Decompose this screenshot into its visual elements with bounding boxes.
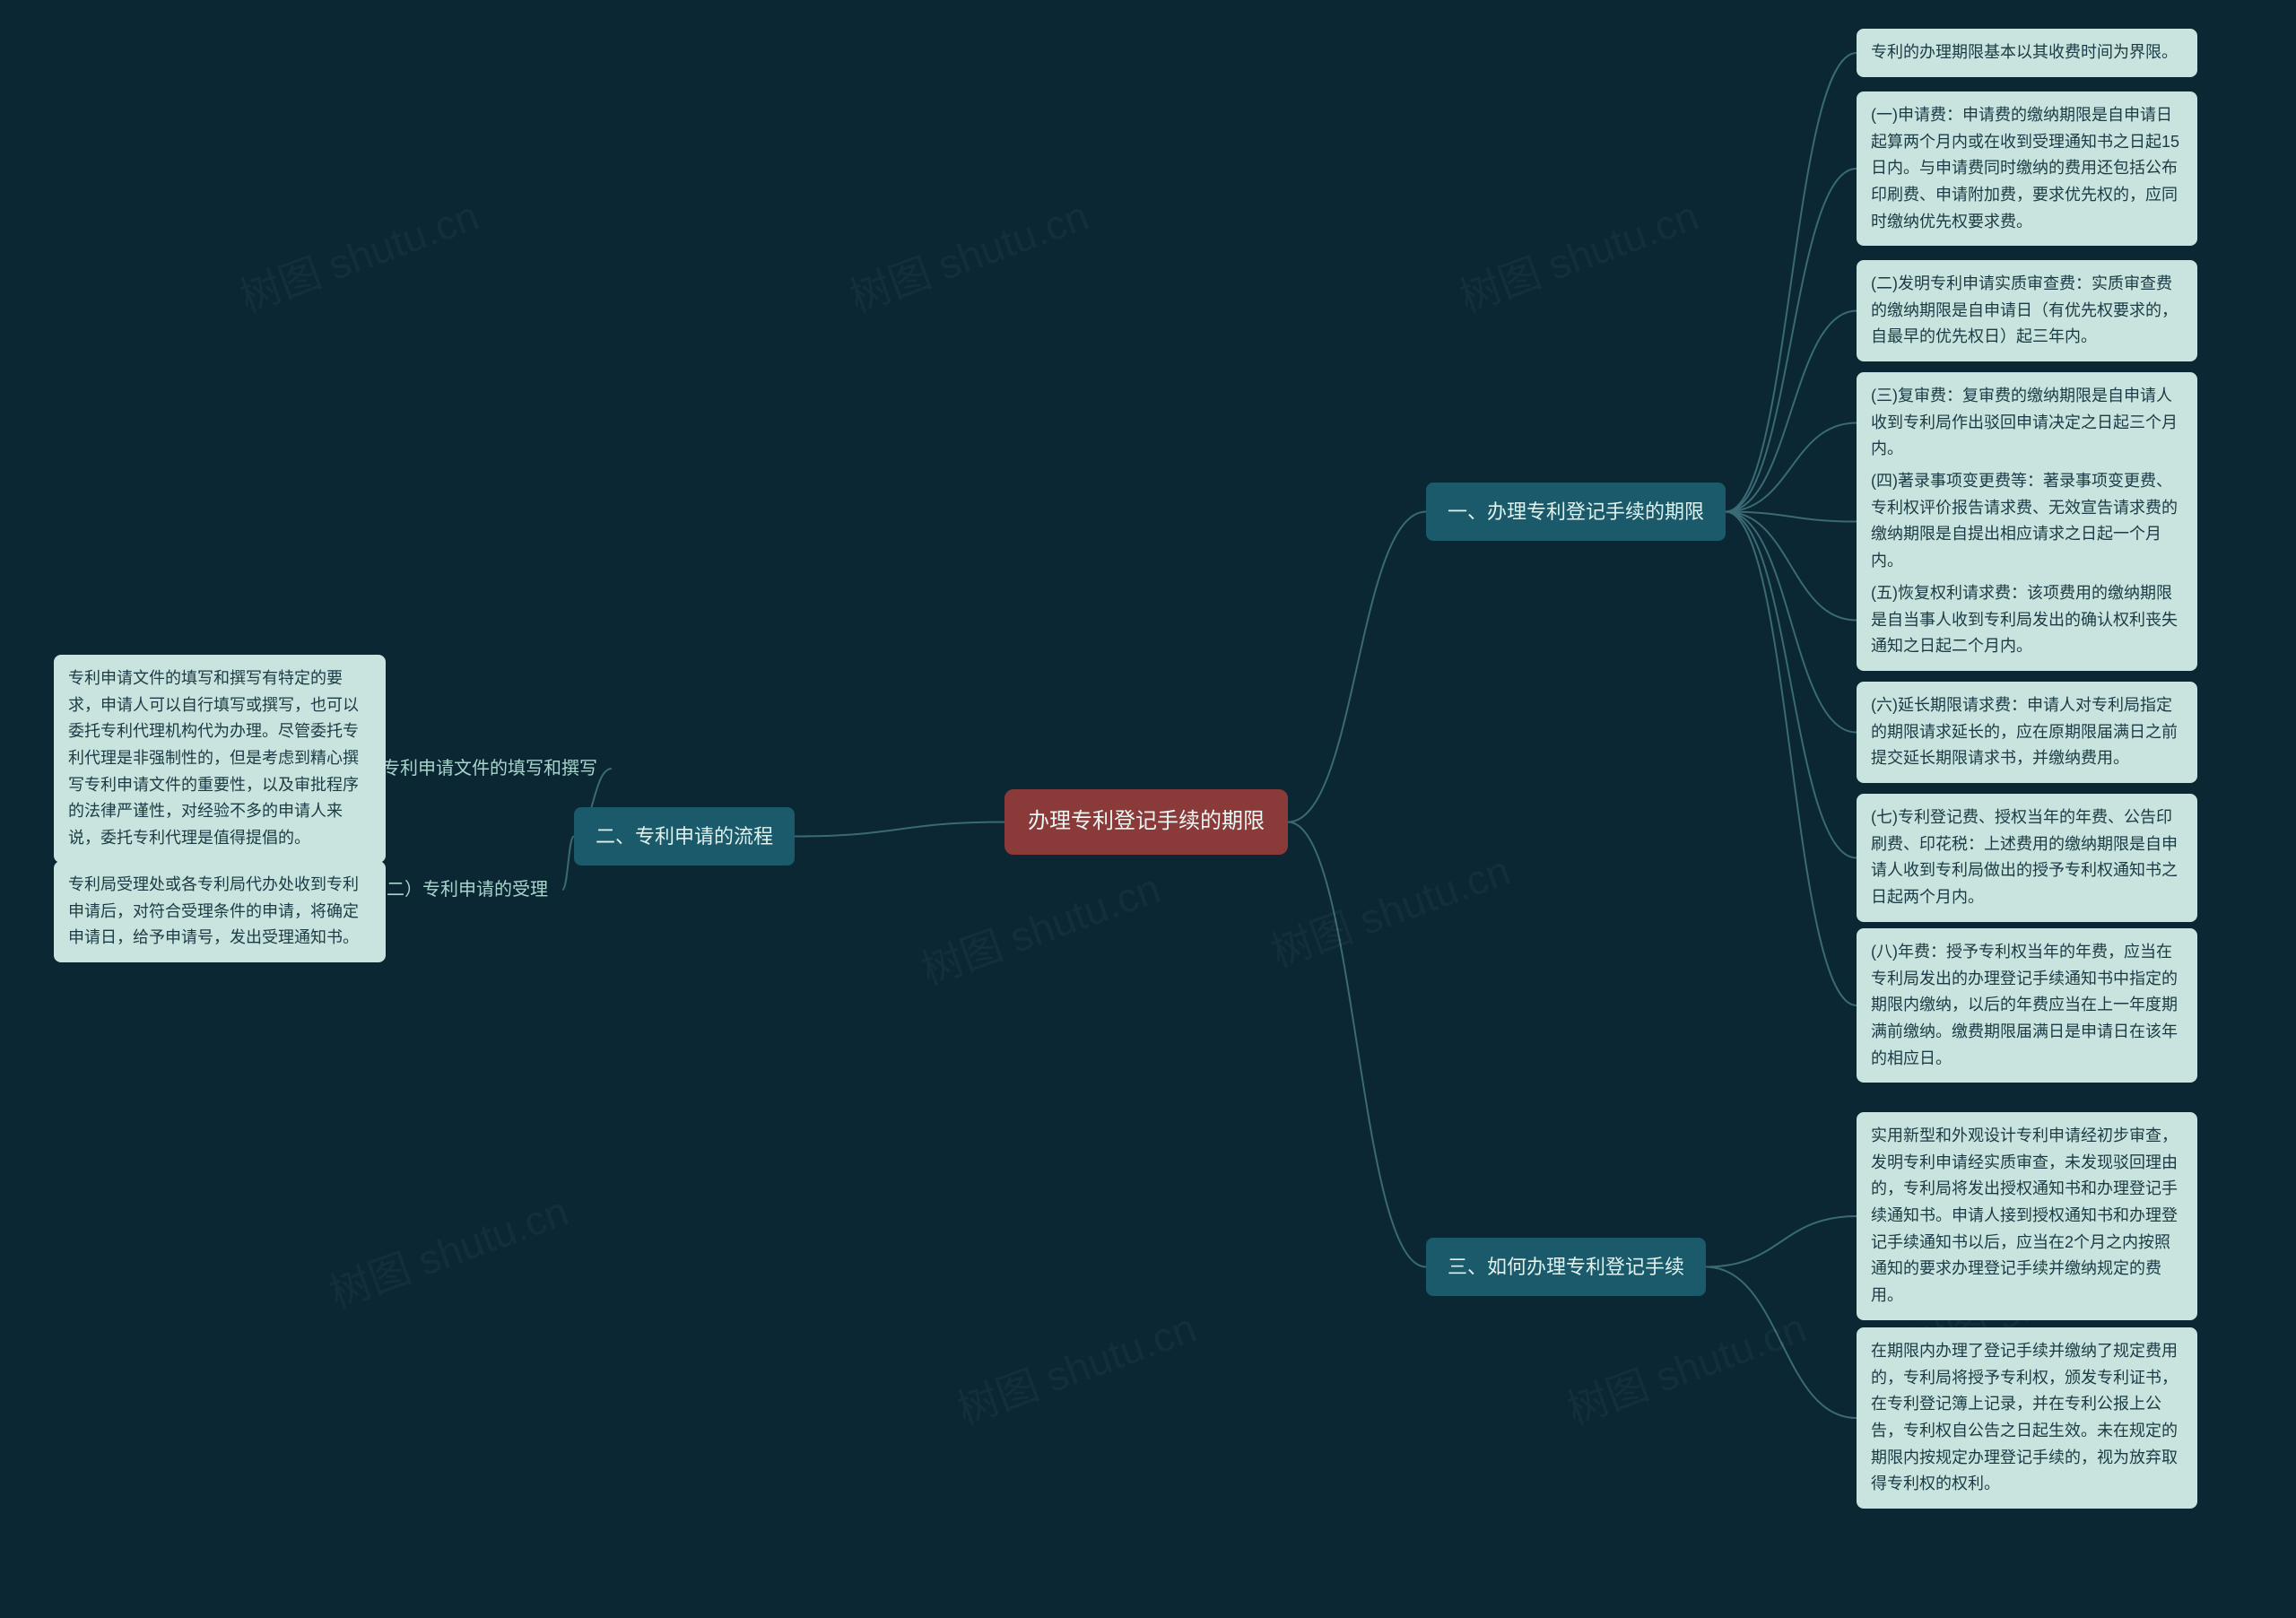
leaf-node-l19: (八)年费：授予专利权当年的年费，应当在专利局发出的办理登记手续通知书中指定的期… [1857,928,2197,1083]
leaf-node-l13: (二)发明专利申请实质审查费：实质审查费的缴纳期限是自申请日（有优先权要求的，自… [1857,260,2197,361]
leaf-node-l211: 专利申请文件的填写和撰写有特定的要求，申请人可以自行填写或撰写，也可以委托专利代… [54,655,386,863]
watermark: 树图 shutu.cn [1450,183,1705,324]
watermark: 树图 shutu.cn [320,1179,575,1319]
watermark: 树图 shutu.cn [1262,838,1517,979]
main-node-m1: 一、办理专利登记手续的期限 [1426,483,1726,541]
main-node-m3: 三、如何办理专利登记手续 [1426,1238,1706,1296]
watermark: 树图 shutu.cn [230,183,485,324]
leaf-node-l11: 专利的办理期限基本以其收费时间为界限。 [1857,29,2197,77]
leaf-node-l31: 实用新型和外观设计专利申请经初步审查，发明专利申请经实质审查，未发现驳回理由的，… [1857,1112,2197,1320]
watermark: 树图 shutu.cn [912,856,1167,996]
leaf-node-l12: (一)申请费：申请费的缴纳期限是自申请日起算两个月内或在收到受理通知书之日起15… [1857,91,2197,246]
leaf-node-l17: (六)延长期限请求费：申请人对专利局指定的期限请求延长的，应在原期限届满日之前提… [1857,682,2197,783]
leaf-node-l32: 在期限内办理了登记手续并缴纳了规定费用的，专利局将授予专利权，颁发专利证书，在专… [1857,1327,2197,1509]
main-node-m2: 二、专利申请的流程 [574,807,795,866]
watermark: 树图 shutu.cn [1558,1295,1813,1436]
leaf-node-l15: (四)著录事项变更费等：著录事项变更费、专利权评价报告请求费、无效宣告请求费的缴… [1857,457,2197,586]
watermark: 树图 shutu.cn [948,1295,1203,1436]
watermark: 树图 shutu.cn [840,183,1095,324]
center-node: 办理专利登记手续的期限 [1004,789,1288,855]
leaf-node-l16: (五)恢复权利请求费：该项费用的缴纳期限是自当事人收到专利局发出的确认权利丧失通… [1857,570,2197,671]
leaf-node-l221: 专利局受理处或各专利局代办处收到专利申请后，对符合受理条件的申请，将确定申请日，… [54,861,386,962]
leaf-node-l18: (七)专利登记费、授权当年的年费、公告印刷费、印花税：上述费用的缴纳期限是自申请… [1857,794,2197,922]
